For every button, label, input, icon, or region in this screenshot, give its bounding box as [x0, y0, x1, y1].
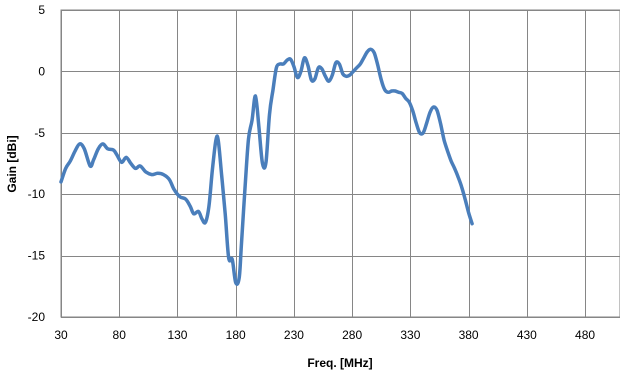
x-tick-label: 130	[167, 328, 187, 342]
y-tick-label: -20	[28, 310, 46, 324]
x-tick-label: 380	[459, 328, 479, 342]
y-tick-label: -5	[34, 126, 45, 140]
y-axis-title: Gain [dBi]	[5, 135, 19, 192]
grid	[60, 9, 620, 318]
x-tick-label: 30	[54, 328, 68, 342]
gain-series-line	[59, 47, 474, 286]
x-tick-label: 180	[226, 328, 246, 342]
series-group	[59, 47, 474, 286]
y-tick-label: 0	[38, 64, 45, 78]
y-tick-label: 5	[38, 3, 45, 17]
x-tick-label: 480	[575, 328, 595, 342]
y-tick-label: -15	[28, 249, 46, 263]
x-tick-label: 280	[342, 328, 362, 342]
plot-area	[60, 9, 620, 318]
y-tick-labels: 5 0 -5 -10 -15 -20	[28, 3, 46, 324]
x-tick-label: 80	[113, 328, 127, 342]
y-tick-label: -10	[28, 187, 46, 201]
x-tick-label: 430	[517, 328, 537, 342]
x-tick-label: 330	[400, 328, 420, 342]
x-tick-labels: 30 80 130 180 230 280 330 380 430 480	[54, 328, 595, 342]
x-axis-title: Freq. [MHz]	[307, 356, 372, 370]
x-tick-label: 230	[284, 328, 304, 342]
